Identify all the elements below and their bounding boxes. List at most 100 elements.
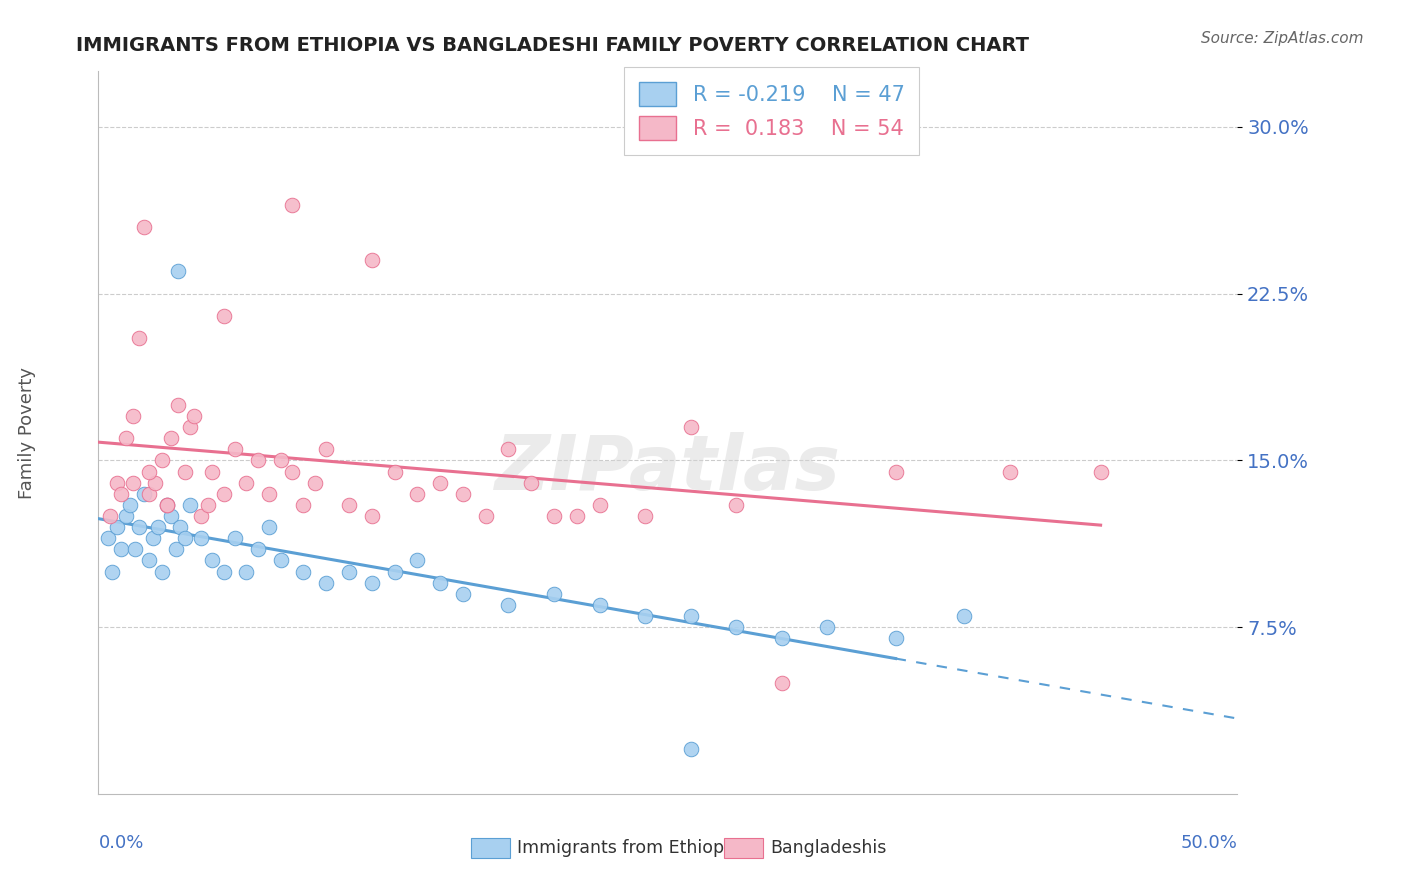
Text: IMMIGRANTS FROM ETHIOPIA VS BANGLADESHI FAMILY POVERTY CORRELATION CHART: IMMIGRANTS FROM ETHIOPIA VS BANGLADESHI …: [76, 36, 1029, 54]
Point: [212, 309, 235, 323]
Point: [384, 465, 406, 479]
Point: [498, 442, 520, 457]
Point: [337, 565, 360, 579]
Point: [815, 620, 838, 634]
Point: [167, 264, 190, 278]
Point: [281, 198, 304, 212]
Point: [634, 508, 657, 523]
Point: [543, 587, 565, 601]
Point: [451, 487, 474, 501]
Point: [406, 553, 429, 567]
Point: [588, 498, 610, 512]
Point: [725, 620, 748, 634]
Point: [105, 520, 128, 534]
Point: [565, 508, 588, 523]
Point: [96, 531, 118, 545]
Point: [183, 409, 205, 423]
Point: [114, 431, 136, 445]
Text: Bangladeshis: Bangladeshis: [770, 839, 887, 857]
Point: [146, 520, 169, 534]
Point: [292, 565, 315, 579]
Point: [121, 475, 143, 490]
Point: [679, 420, 702, 434]
Point: [884, 632, 907, 646]
Point: [142, 531, 165, 545]
Point: [235, 475, 257, 490]
Point: [725, 498, 748, 512]
Text: ZIPatlas: ZIPatlas: [495, 432, 841, 506]
Point: [634, 609, 657, 624]
Point: [179, 498, 201, 512]
Point: [156, 498, 179, 512]
Point: [406, 487, 429, 501]
Point: [124, 542, 146, 557]
Point: [128, 520, 150, 534]
Point: [270, 453, 292, 467]
Text: 50.0%: 50.0%: [1181, 834, 1237, 852]
Point: [770, 632, 793, 646]
Point: [160, 431, 183, 445]
Point: [360, 508, 382, 523]
Text: Immigrants from Ethiopia: Immigrants from Ethiopia: [517, 839, 740, 857]
Point: [156, 498, 179, 512]
Point: [160, 508, 183, 523]
Point: [132, 487, 155, 501]
Point: [212, 487, 235, 501]
Point: [101, 565, 124, 579]
Point: [174, 531, 197, 545]
Point: [114, 508, 136, 523]
Point: [132, 219, 155, 234]
Point: [156, 498, 179, 512]
Point: [474, 508, 496, 523]
Point: [128, 331, 150, 345]
Point: [190, 508, 212, 523]
Point: [224, 531, 246, 545]
Point: [543, 508, 565, 523]
Point: [190, 531, 212, 545]
Legend: R = -0.219    N = 47, R =  0.183    N = 54: R = -0.219 N = 47, R = 0.183 N = 54: [624, 67, 920, 155]
Point: [110, 487, 132, 501]
Text: Source: ZipAtlas.com: Source: ZipAtlas.com: [1201, 31, 1364, 46]
Point: [588, 598, 610, 612]
Point: [451, 587, 474, 601]
Point: [429, 575, 451, 590]
Point: [235, 565, 257, 579]
Point: [270, 553, 292, 567]
Point: [770, 675, 793, 690]
Point: [197, 498, 219, 512]
Point: [121, 409, 143, 423]
Point: [138, 553, 160, 567]
Point: [337, 498, 360, 512]
Y-axis label: Family Poverty: Family Poverty: [18, 367, 37, 499]
Point: [281, 465, 304, 479]
Point: [212, 565, 235, 579]
Point: [884, 465, 907, 479]
Point: [953, 609, 976, 624]
Point: [679, 742, 702, 756]
Point: [246, 542, 269, 557]
Point: [259, 520, 281, 534]
Point: [179, 420, 201, 434]
Point: [105, 475, 128, 490]
Point: [150, 565, 173, 579]
Point: [304, 475, 326, 490]
Point: [120, 498, 142, 512]
Point: [201, 553, 224, 567]
Point: [165, 542, 187, 557]
Point: [429, 475, 451, 490]
Point: [246, 453, 269, 467]
Point: [520, 475, 543, 490]
Point: [169, 520, 191, 534]
Point: [110, 542, 132, 557]
Point: [224, 442, 246, 457]
Point: [315, 575, 337, 590]
Point: [1090, 465, 1112, 479]
Point: [259, 487, 281, 501]
Point: [679, 609, 702, 624]
Point: [145, 475, 167, 490]
Point: [292, 498, 315, 512]
Point: [384, 565, 406, 579]
Point: [315, 442, 337, 457]
Point: [360, 575, 382, 590]
Point: [138, 465, 160, 479]
